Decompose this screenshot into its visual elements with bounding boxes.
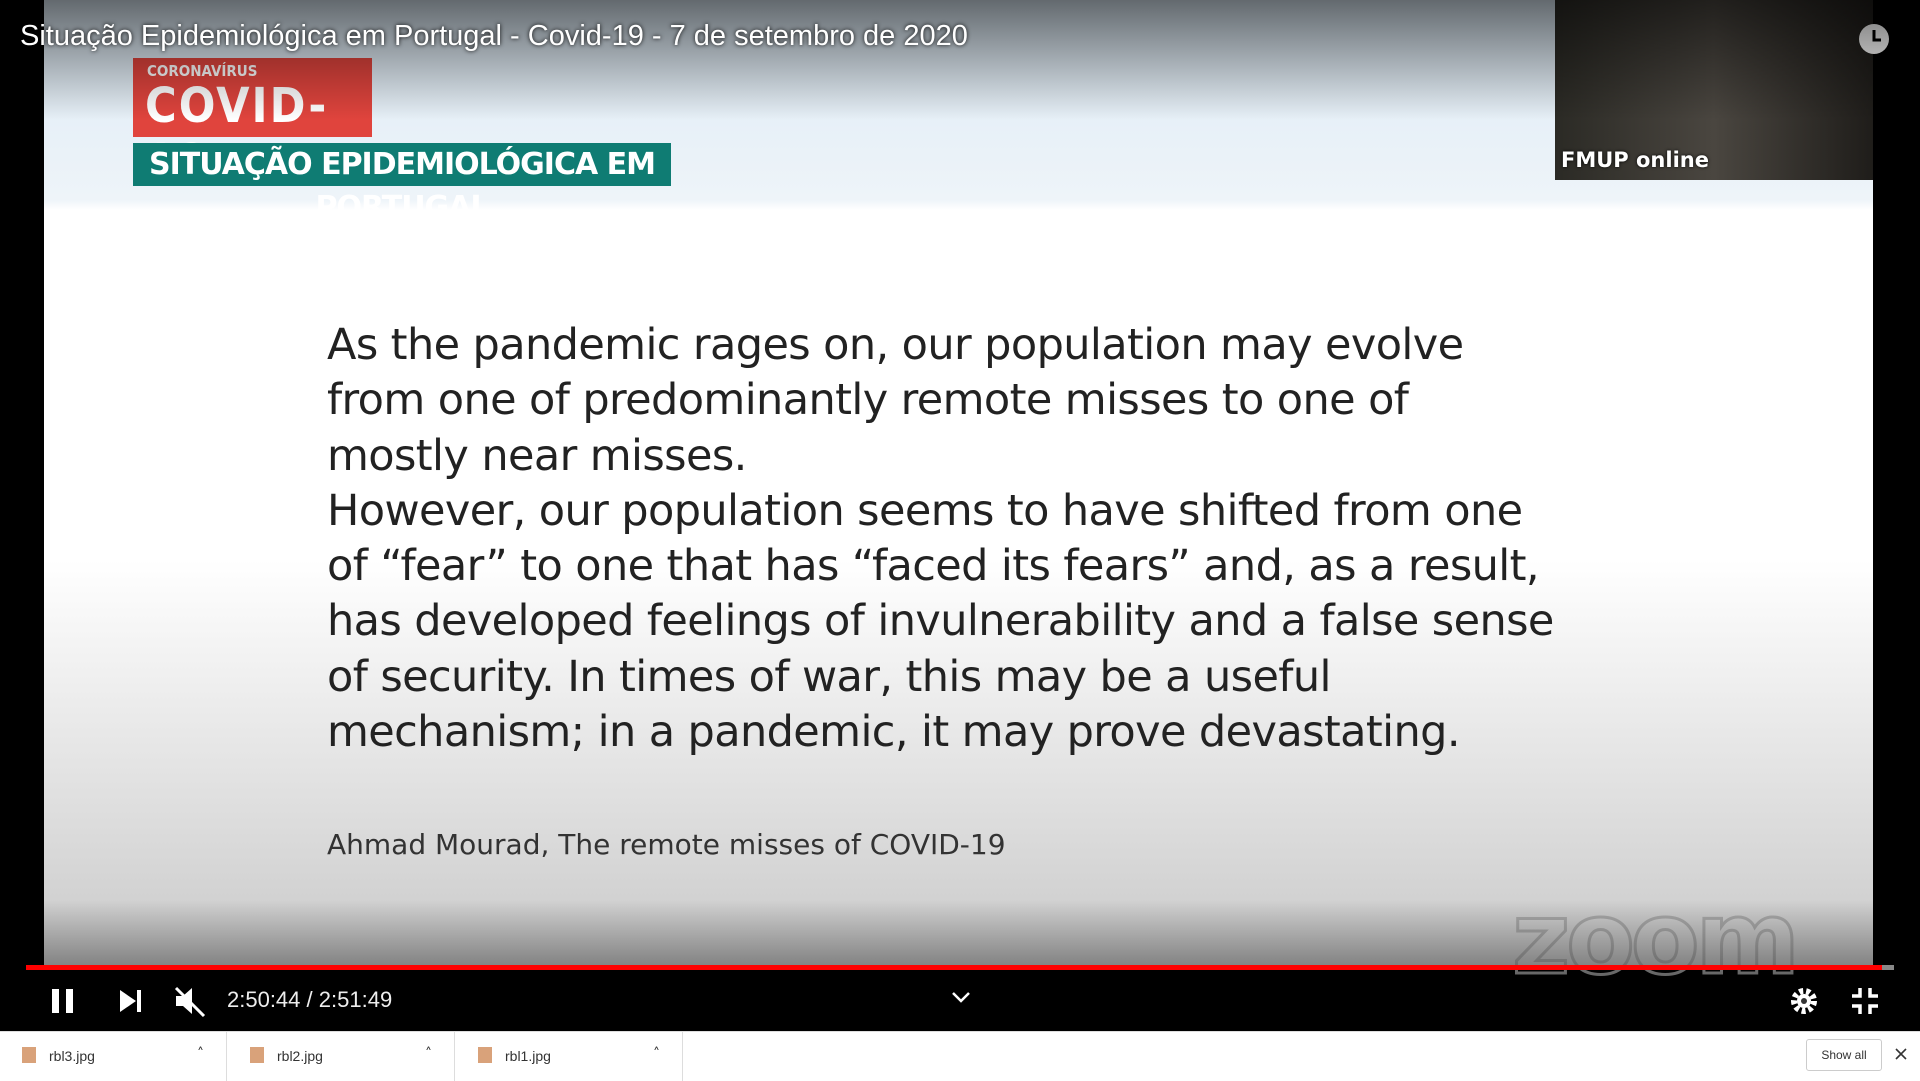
show-all-button[interactable]: Show all [1806, 1039, 1882, 1071]
file-icon [22, 1047, 36, 1063]
quote-line: of security. In times of war, this may b… [327, 651, 1331, 702]
close-download-bar[interactable] [1894, 1047, 1908, 1061]
settings-button[interactable] [1789, 986, 1819, 1016]
pause-button[interactable] [48, 986, 80, 1016]
download-item[interactable]: rbl1.jpg ˄ [456, 1032, 683, 1081]
quote-line: mechanism; in a pandemic, it may prove d… [327, 707, 1461, 758]
file-name: rbl1.jpg [505, 1048, 551, 1064]
time-current: 2:50:44 [227, 987, 301, 1012]
item-menu[interactable]: ˄ [197, 1046, 204, 1062]
time-separator: / [306, 987, 313, 1012]
file-icon [478, 1047, 492, 1063]
quote: As the pandemic rages on, our population… [327, 318, 1554, 760]
quote-line: As the pandemic rages on, our population… [327, 320, 1464, 370]
exit-fullscreen-button[interactable] [1850, 986, 1880, 1016]
webcam-label: FMUP online [1561, 148, 1709, 172]
progress-played[interactable] [26, 965, 1882, 970]
file-name: rbl2.jpg [277, 1048, 323, 1064]
banner-subtitle: SITUAÇÃO EPIDEMIOLÓGICA EM PORTUGAL [133, 143, 671, 225]
file-icon [250, 1047, 264, 1063]
download-item[interactable]: rbl2.jpg ˄ [228, 1032, 455, 1081]
quote-line: of “fear” to one that has “faced its fea… [327, 541, 1540, 592]
quote-line: However, our population seems to have sh… [327, 485, 1523, 536]
top-shade [0, 0, 1920, 120]
quote-line: mostly near misses. [327, 430, 747, 481]
time-display: 2:50:44 / 2:51:49 [227, 987, 392, 1013]
citation: Ahmad Mourad, The remote misses of COVID… [327, 828, 1006, 861]
file-name: rbl3.jpg [49, 1048, 95, 1064]
next-button[interactable] [116, 986, 148, 1016]
quote-line: from one of predominantly remote misses … [327, 375, 1409, 426]
chevron[interactable] [950, 990, 972, 1004]
video-title[interactable]: Situação Epidemiológica em Portugal - Co… [20, 20, 968, 52]
time-total: 2:51:49 [318, 987, 393, 1012]
download-bar: rbl3.jpg ˄ rbl2.jpg ˄ rbl1.jpg ˄ [0, 1031, 1920, 1081]
item-menu[interactable]: ˄ [653, 1046, 660, 1062]
quote-line: has developed feelings of invulnerabilit… [327, 596, 1554, 647]
mute-button[interactable] [172, 984, 208, 1018]
download-item[interactable]: rbl3.jpg ˄ [0, 1032, 227, 1081]
item-menu[interactable]: ˄ [425, 1046, 432, 1062]
